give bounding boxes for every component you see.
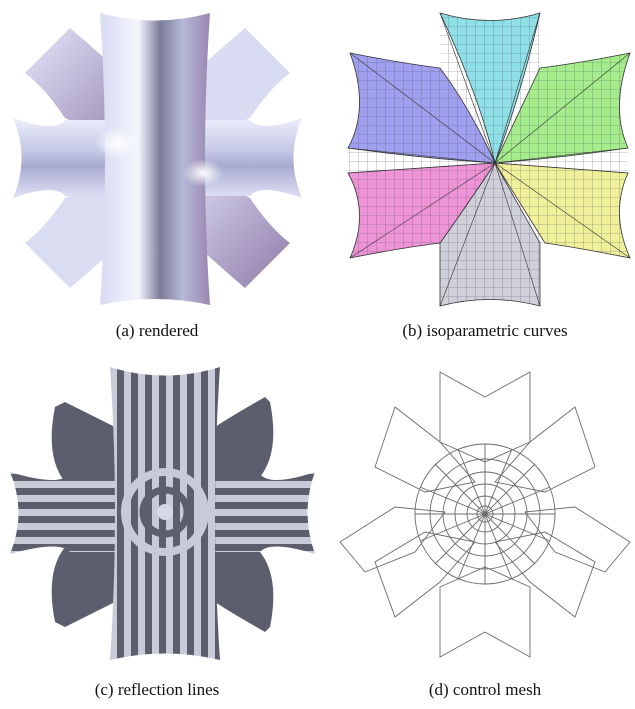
caption-rendered: (a) rendered bbox=[115, 321, 199, 340]
caption-isoparametric: (b) isoparametric curves bbox=[402, 321, 568, 340]
control-mesh-graphic bbox=[339, 371, 631, 658]
isoparametric-graphic bbox=[347, 12, 631, 307]
panel-isoparametric bbox=[340, 8, 635, 308]
reflection-lines-graphic bbox=[10, 367, 315, 660]
panel-rendered bbox=[5, 8, 310, 308]
caption-control-mesh: (d) control mesh bbox=[428, 680, 542, 699]
panel-reflection-lines bbox=[5, 362, 320, 667]
rendered-surface-graphic bbox=[13, 13, 302, 305]
caption-reflection-lines: (c) reflection lines bbox=[94, 680, 220, 699]
panel-control-mesh bbox=[335, 362, 635, 667]
